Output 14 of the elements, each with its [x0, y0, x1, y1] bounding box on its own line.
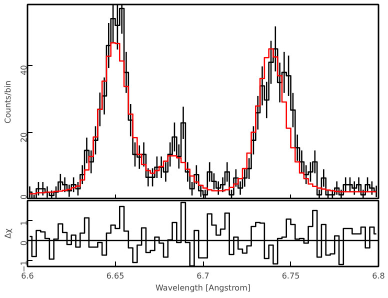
y-tick-label: −1 [20, 260, 28, 272]
y-axis-title: Δχ [4, 228, 12, 239]
y-tick-label: 20 [20, 132, 28, 142]
x-tick-label: 6.7 [196, 272, 210, 280]
x-tick-label: 6.65 [106, 272, 124, 280]
y-tick-label: 40 [20, 65, 28, 76]
x-tick-label: 6.75 [282, 272, 300, 280]
x-axis-title: Wavelength [Angstrom] [156, 284, 250, 292]
x-tick-label: 6.8 [372, 272, 385, 280]
y-axis-title: Counts/bin [4, 80, 12, 124]
y-tick-label: 0 [20, 194, 28, 200]
y-tick-label: 0 [20, 240, 28, 246]
x-tick-label: 6.6 [21, 272, 34, 280]
y-tick-label: 1 [20, 220, 28, 226]
